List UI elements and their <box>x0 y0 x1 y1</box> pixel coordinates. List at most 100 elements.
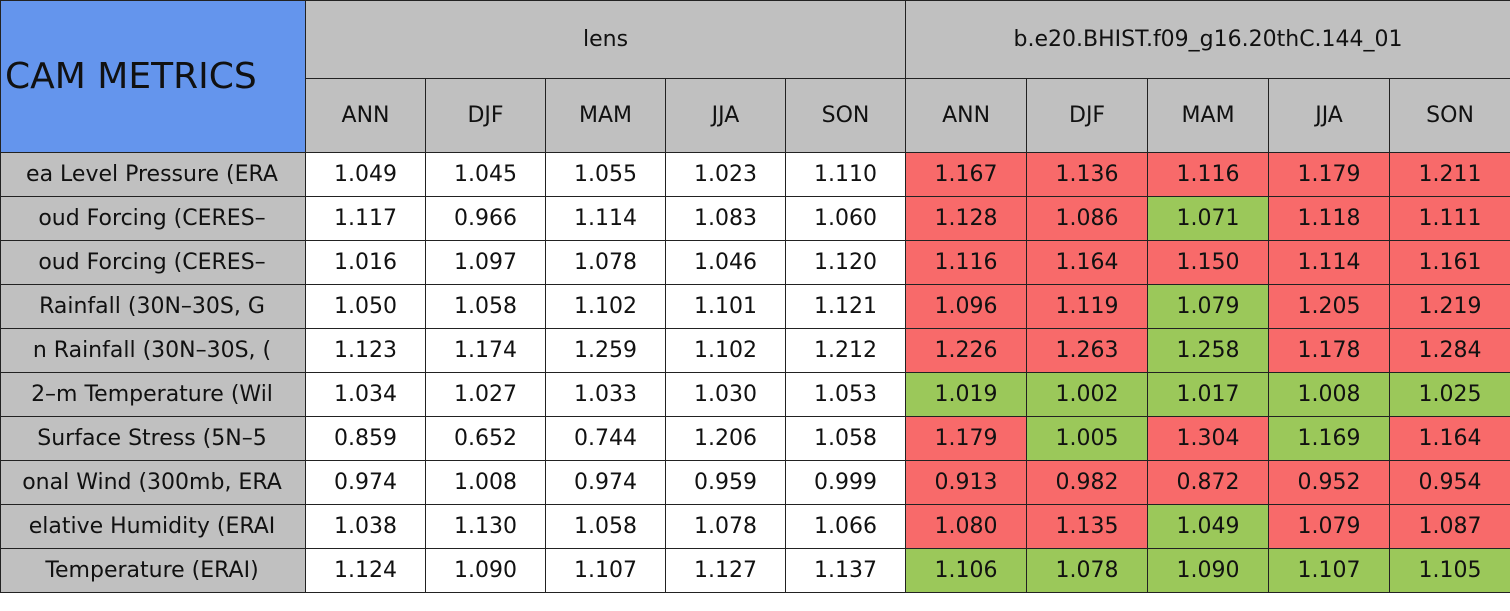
season-header: DJF <box>425 78 546 153</box>
table-title: CAM METRICS <box>0 0 306 153</box>
lens-value: 0.966 <box>425 196 546 241</box>
bhist-value: 1.078 <box>1026 548 1149 593</box>
bhist-value: 1.086 <box>1026 196 1149 241</box>
lens-value: 1.060 <box>784 196 907 241</box>
bhist-value: 1.079 <box>1147 284 1270 329</box>
lens-value: 1.117 <box>305 196 426 241</box>
bhist-value: 1.025 <box>1389 372 1510 417</box>
data-row: onal Wind (300mb, ERA 0.974 1.008 0.974 0.95… <box>0 460 1510 505</box>
lens-value: 1.049 <box>305 152 426 197</box>
bhist-value: 0.982 <box>1026 460 1149 505</box>
lens-value: 1.174 <box>425 328 546 373</box>
lens-value: 1.114 <box>545 196 666 241</box>
season-header: JJA <box>1268 78 1391 153</box>
header-row: CAM METRICS lens b.e20.BHIST.f09_g16.20thC… <box>0 0 1510 153</box>
bhist-value: 1.150 <box>1147 240 1270 285</box>
lens-value: 1.123 <box>305 328 426 373</box>
bhist-value: 1.049 <box>1147 504 1270 549</box>
lens-value: 1.058 <box>425 284 546 329</box>
lens-value: 1.058 <box>784 416 907 461</box>
bhist-value: 1.226 <box>905 328 1028 373</box>
bhist-value: 0.872 <box>1147 460 1270 505</box>
group-header: b.e20.BHIST.f09_g16.20thC.144_01 <box>905 0 1510 79</box>
lens-value: 1.120 <box>784 240 907 285</box>
row-label: Rainfall (30N–30S, G <box>39 294 265 319</box>
season-header: JJA <box>665 78 786 153</box>
lens-value: 1.066 <box>784 504 907 549</box>
lens-value: 1.212 <box>784 328 907 373</box>
season-header: MAM <box>1147 78 1270 153</box>
row-label-cell: Temperature (ERAI) <box>0 548 306 593</box>
lens-value: 1.097 <box>425 240 546 285</box>
bhist-value: 1.119 <box>1026 284 1149 329</box>
row-label: oud Forcing (CERES– <box>38 250 266 275</box>
lens-value: 1.101 <box>665 284 786 329</box>
lens-value: 1.033 <box>545 372 666 417</box>
data-row: n Rainfall (30N–30S, (1.123 1.174 1.259 1.1… <box>0 328 1510 373</box>
lens-value: 1.124 <box>305 548 426 593</box>
data-row: Temperature (ERAI) 1.124 1.090 1.107 1.127 1.… <box>0 548 1510 593</box>
season-row: ANN DJF MAM JJA SON ANN DJF MAM JJA SON <box>1 78 1510 153</box>
lens-value: 1.034 <box>305 372 426 417</box>
bhist-value: 1.017 <box>1147 372 1270 417</box>
lens-value: 1.008 <box>425 460 546 505</box>
season-header: DJF <box>1026 78 1149 153</box>
row-label: oud Forcing (CERES– <box>38 206 266 231</box>
row-label-cell: n Rainfall (30N–30S, ( <box>0 328 306 373</box>
data-row: Surface Stress (5N–5 0.859 0.652 0.744 1.206… <box>0 416 1510 461</box>
row-label-cell: 2–m Temperature (Wil <box>0 372 306 417</box>
lens-value: 1.027 <box>425 372 546 417</box>
lens-value: 1.102 <box>545 284 666 329</box>
lens-value: 0.959 <box>665 460 786 505</box>
row-label-cell: ea Level Pressure (ERA <box>0 152 306 197</box>
lens-value: 1.206 <box>665 416 786 461</box>
bhist-value: 1.179 <box>1268 152 1391 197</box>
row-label: onal Wind (300mb, ERA <box>22 470 282 495</box>
lens-value: 1.016 <box>305 240 426 285</box>
lens-value: 1.130 <box>425 504 546 549</box>
season-header: ANN <box>305 78 426 153</box>
row-label-cell: onal Wind (300mb, ERA <box>0 460 306 505</box>
lens-value: 1.055 <box>545 152 666 197</box>
bhist-value: 1.019 <box>905 372 1028 417</box>
data-row: elative Humidity (ERAI 1.038 1.130 1.058 1.0… <box>0 504 1510 549</box>
bhist-value: 1.284 <box>1389 328 1510 373</box>
bhist-value: 1.111 <box>1389 196 1510 241</box>
bhist-value: 1.116 <box>1147 152 1270 197</box>
row-label: elative Humidity (ERAI <box>28 514 276 539</box>
bhist-value: 1.205 <box>1268 284 1391 329</box>
row-label-cell: Rainfall (30N–30S, G <box>0 284 306 329</box>
row-label: Temperature (ERAI) <box>45 558 259 583</box>
data-row: oud Forcing (CERES– 1.117 0.966 1.114 1.083 1… <box>0 196 1510 241</box>
metrics-table: CAM METRICS lens b.e20.BHIST.f09_g16.20thC… <box>0 0 1510 593</box>
bhist-value: 1.179 <box>905 416 1028 461</box>
bhist-value: 1.114 <box>1268 240 1391 285</box>
row-label: ea Level Pressure (ERA <box>26 162 278 187</box>
lens-value: 0.974 <box>545 460 666 505</box>
bhist-value: 1.090 <box>1147 548 1270 593</box>
row-label-cell: oud Forcing (CERES– <box>0 240 306 285</box>
data-row: 2–m Temperature (Wil 1.034 1.027 1.033 1.030… <box>0 372 1510 417</box>
bhist-value: 1.161 <box>1389 240 1510 285</box>
group-header: lens <box>304 0 907 79</box>
row-label-cell: elative Humidity (ERAI <box>0 504 306 549</box>
row-label-cell: oud Forcing (CERES– <box>0 196 306 241</box>
lens-value: 0.974 <box>305 460 426 505</box>
lens-value: 0.999 <box>784 460 907 505</box>
lens-value: 1.078 <box>545 240 666 285</box>
data-row: oud Forcing (CERES– 1.016 1.097 1.078 1.046 1… <box>0 240 1510 285</box>
lens-value: 1.050 <box>305 284 426 329</box>
bhist-value: 1.258 <box>1147 328 1270 373</box>
season-header: ANN <box>905 78 1028 153</box>
row-label: Surface Stress (5N–5 <box>37 426 267 451</box>
bhist-value: 1.079 <box>1268 504 1391 549</box>
season-header: SON <box>784 78 907 153</box>
bhist-value: 1.263 <box>1026 328 1149 373</box>
lens-value: 1.023 <box>665 152 786 197</box>
row-label: n Rainfall (30N–30S, ( <box>32 338 272 363</box>
bhist-value: 1.002 <box>1026 372 1149 417</box>
bhist-value: 1.087 <box>1389 504 1510 549</box>
lens-value: 1.078 <box>665 504 786 549</box>
row-label-cell: Surface Stress (5N–5 <box>0 416 306 461</box>
lens-value: 1.102 <box>665 328 786 373</box>
